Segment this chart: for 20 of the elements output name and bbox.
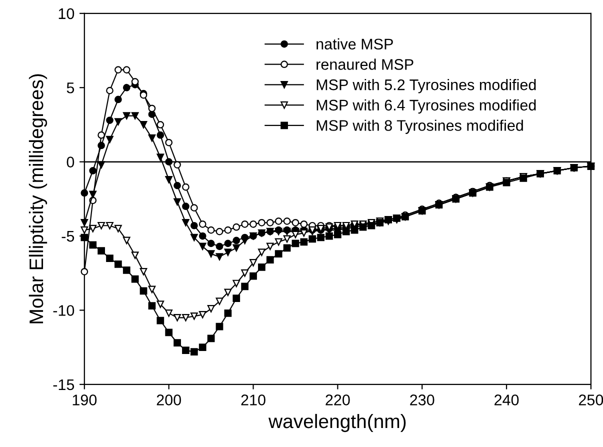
x-tick-label: 250 bbox=[578, 394, 603, 406]
y-tick-label: 5 bbox=[66, 82, 74, 94]
x-tick-label: 220 bbox=[326, 394, 350, 406]
legend-label: renaured MSP bbox=[316, 58, 414, 70]
legend-label: MSP with 6.4 Tyrosines modified bbox=[316, 99, 536, 114]
y-tick-label: -15 bbox=[53, 379, 74, 390]
x-tick-label: 200 bbox=[156, 394, 181, 406]
x-tick-label: 210 bbox=[241, 394, 266, 406]
legend-label: MSP with 8 Tyrosines modified bbox=[316, 120, 523, 134]
x-axis-title: wavelength(nm) bbox=[268, 414, 406, 432]
y-tick-label: -10 bbox=[53, 305, 74, 316]
x-tick-label: 190 bbox=[72, 394, 97, 406]
legend-label: native MSP bbox=[316, 38, 393, 50]
y-tick-label: -5 bbox=[62, 231, 74, 242]
legend-label: MSP with 5.2 Tyrosines modified bbox=[316, 78, 536, 94]
y-tick-label: 0 bbox=[66, 156, 74, 168]
y-tick-label: 10 bbox=[58, 8, 74, 20]
x-tick-label: 230 bbox=[410, 394, 434, 406]
x-tick-label: 240 bbox=[494, 394, 519, 406]
y-axis-title: Molar Ellipticity (millidegrees) bbox=[28, 74, 48, 324]
